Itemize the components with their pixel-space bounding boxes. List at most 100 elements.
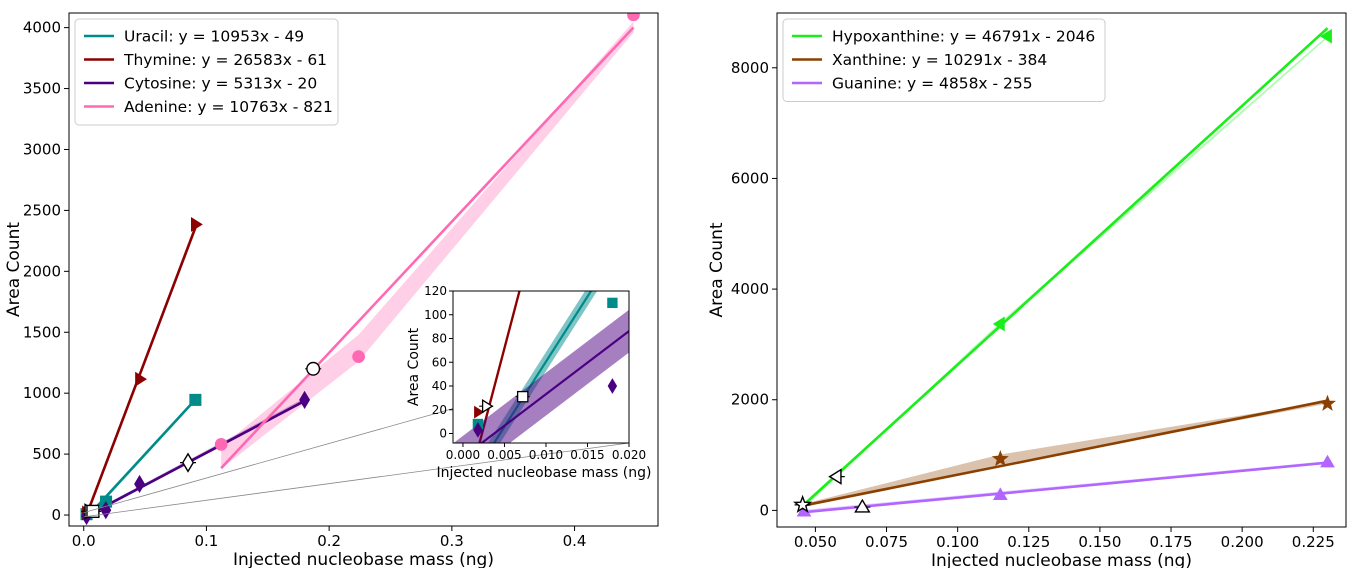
inset-x-tick-label-3: 0.015 (570, 448, 604, 462)
x-axis-label: Injected nucleobase mass (ng) (931, 551, 1192, 568)
reference-point-3 (306, 361, 321, 376)
fit-line-2 (803, 461, 1328, 514)
inset-zoom: 0.000 0.005 0.010 0.015 0.020 0 20 40 60 80 100 120… (83, 284, 652, 518)
y-tick-label-4: 8000 (731, 59, 769, 77)
x-tick-label-7: 0.225 (1292, 533, 1335, 551)
x-axis-label: Injected nucleobase mass (ng) (233, 550, 494, 568)
inset-x-axis-label: Injected nucleobase mass (ng) (437, 465, 652, 481)
y-tick-label-3: 6000 (731, 169, 769, 187)
data-point-s3-1 (352, 350, 365, 363)
fit-line-1 (85, 227, 197, 516)
inset-y-tick-label-3: 60 (432, 355, 447, 369)
inset-reference-point-0 (481, 399, 494, 414)
data-point-s3-2 (627, 13, 640, 22)
reference-point-2 (181, 452, 195, 473)
y-tick-label-6: 3000 (23, 140, 61, 158)
legend-label-0: Uracil: y = 10953x - 49 (124, 28, 304, 46)
reference-point-1 (793, 494, 813, 514)
inset-data-point-4 (607, 378, 618, 394)
data-point-s3-0 (214, 438, 228, 451)
confidence-band-0 (804, 35, 1328, 508)
x-tick-label-6: 0.200 (1221, 533, 1264, 551)
legend-1: Uracil: y = 10953x - 49 Thymine: y = 2658… (74, 18, 339, 126)
axes-frame-2 (776, 12, 1347, 528)
x-tick-label-3: 0.125 (1007, 533, 1050, 551)
inset-y-tick-label-2: 40 (432, 379, 447, 393)
fit-line-3 (220, 26, 635, 470)
x-tick-label-2: 0.2 (317, 532, 341, 550)
inset-y-axis-label: Area Count (406, 327, 422, 406)
legend-label-2: Guanine: y = 4858x - 255 (832, 75, 1033, 93)
inset-plot-area (453, 291, 629, 443)
inset-x-tick-label-1: 0.005 (487, 448, 521, 462)
x-tick-label-0: 0.050 (794, 533, 837, 551)
x-tick-label-4: 0.4 (563, 532, 587, 550)
y-tick-label-1: 500 (32, 445, 61, 463)
plot-panel-1: 0.0 0.1 0.2 0.3 0.40500100015002000250030003… (4, 12, 659, 568)
y-tick-label-4: 2000 (23, 262, 61, 280)
y-tick-label-2: 1000 (23, 384, 61, 402)
y-axis-label: Area Count (4, 222, 24, 317)
y-tick-label-2: 4000 (731, 280, 769, 298)
inset-y-tick-label-6: 120 (424, 284, 447, 298)
inset-x-tick-label-2: 0.010 (529, 448, 563, 462)
legend-box (782, 18, 1106, 102)
reference-point-2 (854, 498, 871, 513)
inset-y-tick-label-1: 20 (432, 403, 447, 417)
x-tick-label-4: 0.150 (1078, 533, 1121, 551)
inset-band-2 (453, 309, 629, 443)
inset-data-point-3 (473, 422, 483, 438)
y-tick-label-3: 1500 (23, 323, 61, 341)
y-tick-label-0: 0 (51, 506, 61, 524)
y-tick-label-0: 0 (759, 501, 769, 519)
data-point-s0-2 (189, 393, 202, 406)
data-point-s2-2 (1320, 454, 1335, 468)
x-tick-label-3: 0.3 (440, 532, 464, 550)
plot-panel-2: 0.050 0.075 0.100 0.125 0.150 0.175 0.200 0.225… (707, 12, 1347, 568)
legend-label-0: Hypoxanthine: y = 46791x - 2046 (832, 28, 1095, 46)
x-tick-label-1: 0.1 (195, 532, 219, 550)
legend-box (74, 18, 339, 126)
fit-line-0 (803, 27, 1329, 506)
y-tick-label-7: 3500 (23, 80, 61, 98)
data-point-s2-1 (992, 487, 1008, 500)
inset-reference-point-1 (516, 390, 529, 403)
data-point-s1-1 (135, 371, 148, 387)
x-tick-label-1: 0.075 (865, 533, 908, 551)
x-tick-label-0: 0.0 (72, 532, 96, 550)
data-point-s1-2 (190, 217, 203, 232)
inset-frame (452, 290, 630, 444)
inset-data-point-1 (607, 297, 618, 309)
y-tick-label-1: 2000 (731, 391, 769, 409)
data-point-s0-1 (1320, 28, 1332, 44)
legend-label-1: Xanthine: y = 10291x - 384 (832, 51, 1047, 69)
data-point-s0-0 (992, 316, 1005, 332)
reference-point-0 (828, 468, 842, 485)
axes-frame-1 (68, 12, 659, 527)
inset-y-tick-label-4: 80 (432, 332, 447, 346)
data-point-s1-1 (1319, 394, 1336, 411)
inset-fit-line-1 (478, 291, 521, 443)
inset-x-tick-label-0: 0.000 (446, 448, 480, 462)
plot-area-1 (80, 13, 640, 526)
inset-connector-1 (83, 442, 630, 518)
legend-2: Hypoxanthine: y = 46791x - 2046 Xanthine:… (782, 18, 1106, 102)
legend-label-3: Adenine: y = 10763x - 821 (124, 98, 333, 116)
inset-x-tick-label-4: 0.020 (612, 448, 646, 462)
data-point-s2-2 (134, 474, 146, 494)
y-tick-label-5: 2500 (23, 201, 61, 219)
data-point-s1-0 (991, 450, 1009, 467)
x-tick-label-5: 0.175 (1150, 533, 1193, 551)
data-point-s2-3 (299, 390, 311, 409)
plot-area-2 (793, 27, 1336, 517)
inset-y-tick-label-0: 0 (439, 427, 447, 441)
inset-y-tick-label-5: 100 (424, 308, 447, 322)
fit-line-2 (85, 399, 306, 518)
x-tick-label-2: 0.100 (936, 533, 979, 551)
fit-line-1 (803, 399, 1328, 507)
inset-data-point-2 (474, 405, 485, 419)
inset-fit-line-0 (492, 291, 593, 443)
y-tick-label-8: 4000 (23, 19, 61, 37)
y-axis-label: Area Count (707, 222, 727, 317)
